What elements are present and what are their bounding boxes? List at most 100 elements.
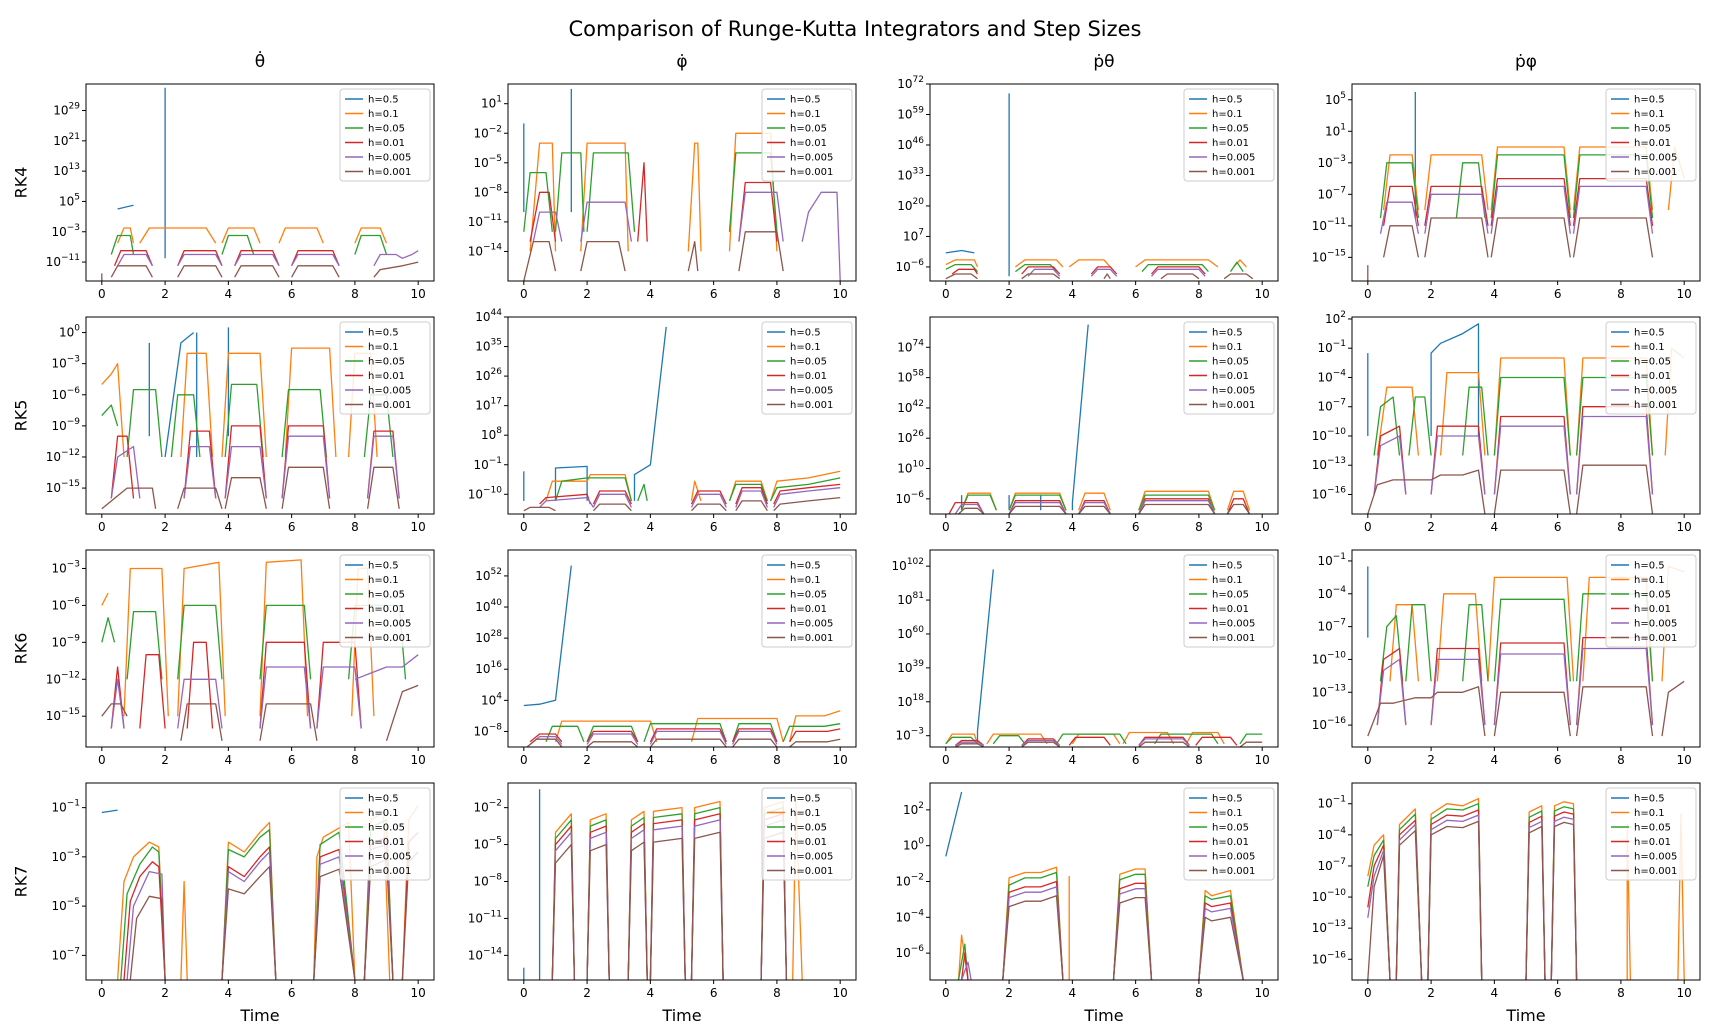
series-line xyxy=(177,604,223,680)
series-line xyxy=(1185,731,1225,745)
x-tick-label: 8 xyxy=(1195,986,1203,1000)
series-line xyxy=(110,234,135,255)
y-tick-label: 10−4 xyxy=(895,908,924,924)
series-line xyxy=(1493,691,1571,737)
x-tick-label: 2 xyxy=(1005,520,1013,534)
y-tick-label: 10−3 xyxy=(51,355,80,371)
series-line xyxy=(117,253,153,267)
legend-label: h=0.05 xyxy=(1212,124,1249,135)
series-line xyxy=(1226,503,1251,514)
y-tick-label: 10−11 xyxy=(1312,217,1346,233)
x-tick-label: 10 xyxy=(1255,520,1270,534)
series-line xyxy=(1071,733,1121,745)
y-tick-label: 10−13 xyxy=(1312,683,1346,699)
y-tick-label: 1018 xyxy=(897,693,924,709)
y-tick-label: 10102 xyxy=(892,557,924,573)
axes-frame xyxy=(1351,782,1701,981)
column-title: θ̇ xyxy=(255,49,265,72)
x-tick-label: 2 xyxy=(583,287,591,301)
x-tick-label: 4 xyxy=(647,753,655,767)
series-line xyxy=(1430,435,1486,495)
series-line xyxy=(945,249,975,254)
series-line xyxy=(177,253,223,267)
series-line xyxy=(1427,797,1483,980)
series-line xyxy=(586,730,639,743)
legend-box xyxy=(761,554,853,648)
y-tick-label: 10−6 xyxy=(895,490,924,506)
series-line xyxy=(1493,469,1571,514)
series-line xyxy=(633,326,667,501)
legend-label: h=0.001 xyxy=(368,633,411,644)
y-tick-label: 1033 xyxy=(897,166,924,182)
legend-label: h=0.05 xyxy=(1634,124,1671,135)
x-tick-label: 4 xyxy=(1491,520,1499,534)
series-line xyxy=(1550,806,1578,980)
legend-label: h=0.01 xyxy=(1212,604,1249,615)
legend-label: h=0.05 xyxy=(368,124,405,135)
series-line xyxy=(101,617,116,643)
series-line xyxy=(1002,895,1064,980)
series-line xyxy=(649,806,686,980)
series-line xyxy=(687,240,699,272)
legend-label: h=0.001 xyxy=(1212,866,1255,877)
plot-area xyxy=(523,326,841,512)
legend-label: h=0.005 xyxy=(1212,852,1255,863)
y-tick-label: 10−5 xyxy=(51,897,80,913)
series-line xyxy=(234,250,280,267)
y-tick-label: 10−3 xyxy=(895,727,924,743)
legend: h=0.5 h=0.1 h=0.05 h=0.01 h=0.005 h=0.001 xyxy=(339,554,431,648)
legend-label: h=0.05 xyxy=(790,124,827,135)
legend-label: h=0.005 xyxy=(1634,386,1677,397)
legend: h=0.5 h=0.1 h=0.05 h=0.01 h=0.005 h=0.001 xyxy=(761,88,853,182)
series-line xyxy=(101,363,125,458)
x-axis-label: Time xyxy=(661,1006,701,1025)
series-line xyxy=(643,723,727,743)
series-line xyxy=(259,604,312,680)
axes-frame xyxy=(85,316,435,515)
series-line xyxy=(738,191,784,242)
y-tick-label: 1016 xyxy=(475,660,502,676)
series-line xyxy=(1439,371,1486,456)
series-line xyxy=(592,493,632,508)
x-tick-label: 0 xyxy=(520,753,528,767)
series-line xyxy=(177,678,223,729)
series-line xyxy=(637,162,648,242)
y-tick-label: 10−13 xyxy=(1312,456,1346,472)
x-tick-label: 10 xyxy=(1677,986,1692,1000)
legend-label: h=0.005 xyxy=(790,153,833,164)
series-line xyxy=(945,791,963,857)
series-line xyxy=(1367,686,1486,737)
series-line xyxy=(586,725,639,743)
x-tick-label: 2 xyxy=(1427,287,1435,301)
legend-label: h=0.001 xyxy=(1634,400,1677,411)
x-tick-label: 4 xyxy=(1069,753,1077,767)
series-line xyxy=(586,733,639,745)
axes-frame xyxy=(1351,316,1701,515)
x-tick-label: 8 xyxy=(773,753,781,767)
subplot-rk6-phi-dot: 0 2 4 6 8 10 10−8 104 1016 1028 1040 1052 h=0.5 h=0.1… xyxy=(473,549,857,767)
subplot-rk4-theta-dot: 0 2 4 6 8 1010−1110−3105101310211029h=0.5h=0.… xyxy=(46,83,435,301)
series-line xyxy=(1572,217,1654,258)
legend-label: h=0.05 xyxy=(1212,823,1249,834)
legend-label: h=0.5 xyxy=(790,95,821,106)
legend-label: h=0.05 xyxy=(368,590,405,601)
series-line xyxy=(992,735,1026,745)
legend-label: h=0.005 xyxy=(790,386,833,397)
y-tick-label: 10−10 xyxy=(1312,650,1347,666)
series-line xyxy=(958,507,985,514)
axes-frame xyxy=(85,83,435,282)
y-tick-label: 10−6 xyxy=(895,258,924,274)
y-tick-label: 1046 xyxy=(897,136,924,152)
series-line xyxy=(1424,185,1489,226)
y-tick-label: 10−7 xyxy=(1317,185,1346,201)
legend-label: h=0.1 xyxy=(1212,342,1243,353)
x-tick-label: 0 xyxy=(942,753,950,767)
subplot-rk5-p-phi-dot: 0 2 4 6 8 10 10−16 10−13 10−10 10−7 10−4 10−1 102 h=0… xyxy=(1312,310,1701,534)
series-line xyxy=(1021,741,1061,747)
legend-label: h=0.001 xyxy=(790,633,833,644)
series-line xyxy=(580,240,626,272)
series-line xyxy=(373,250,419,267)
series-line xyxy=(1427,814,1483,980)
series-line xyxy=(1430,658,1486,726)
legend-label: h=0.5 xyxy=(368,794,399,805)
